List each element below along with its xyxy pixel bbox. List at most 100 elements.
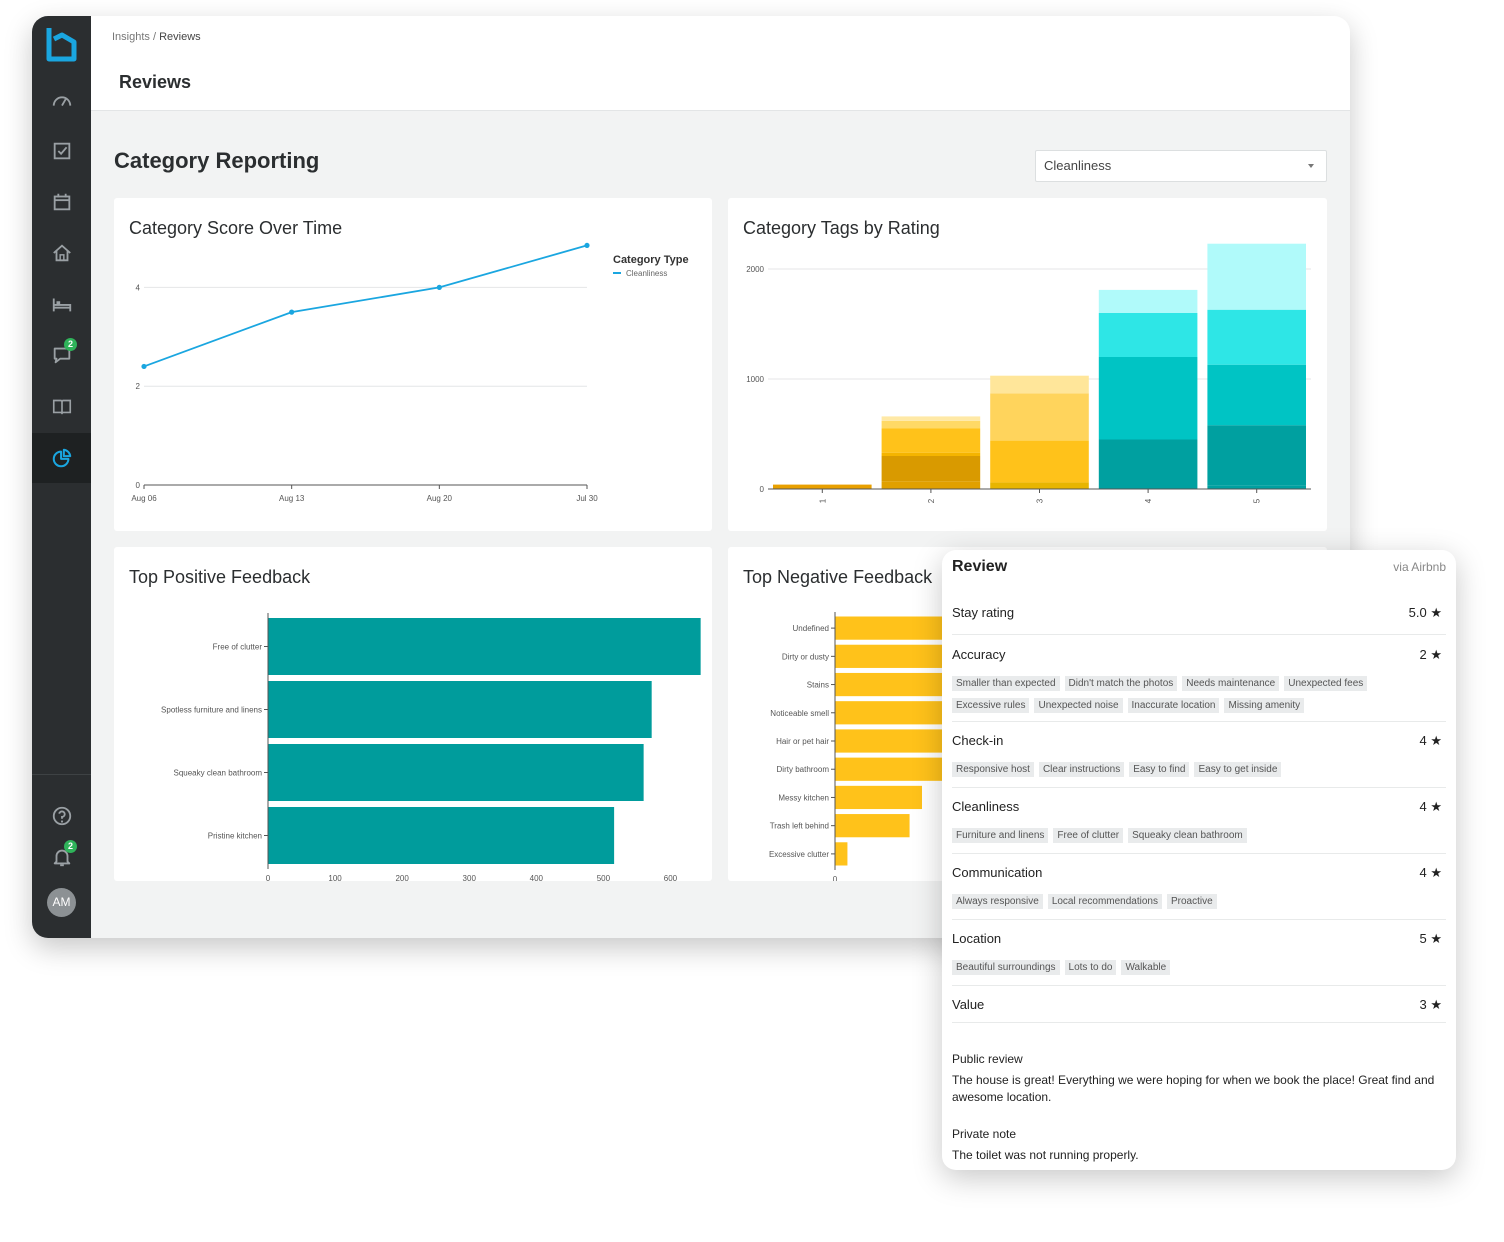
category-score: 5 ★ [1419,931,1443,946]
bar-segment [1098,483,1198,489]
category-row-accuracy: Accuracy 2 ★ [952,647,1442,662]
calendar-icon[interactable] [32,177,91,227]
tag: Beautiful surroundings [952,960,1060,975]
bar-segment [881,481,981,489]
stay-rating-label: Stay rating [952,605,1015,620]
y-tick-label: 4 [136,283,141,292]
tag: Easy to get inside [1194,762,1282,777]
bar-segment [1207,485,1306,489]
tag: Proactive [1166,894,1217,909]
tag: Needs maintenance [1182,676,1280,691]
bar [268,681,652,738]
x-tick-label: 200 [395,874,409,881]
bed-icon[interactable] [32,279,91,329]
bar-segment [1098,289,1198,313]
page-title: Reviews [119,72,192,92]
help-icon[interactable] [32,791,91,841]
bar-segment [1098,357,1198,440]
y-tick-label: 0 [136,481,141,490]
tasks-checkbox-icon[interactable] [32,126,91,176]
category-score: 2 ★ [1419,647,1443,662]
x-tick-label: 2 [927,498,936,503]
bar-segment [881,452,981,456]
x-tick-label: 400 [530,874,544,881]
category-row-value: Value 3 ★ [952,997,1442,1012]
tag: Didn't match the photos [1064,676,1178,691]
insights-pie-icon[interactable] [32,433,91,483]
category-label: Value [952,997,985,1012]
bar [268,618,701,675]
category-score: 4 ★ [1419,799,1443,814]
tag-list: Beautiful surroundings Lots to do Walkable [952,960,1446,982]
avatar[interactable]: AM [47,888,76,917]
bar-segment [773,484,872,489]
section-title: Category Reporting [114,148,320,173]
bar-segment [1098,313,1198,357]
y-tick-label: Spotless furniture and linens [161,706,262,715]
y-tick-label: 1000 [746,375,764,384]
tag: Unexpected noise [1034,698,1123,713]
public-review-text: The house is great! Everything we were h… [952,1073,1435,1104]
tag: Smaller than expected [952,676,1060,691]
category-score: 3 ★ [1419,997,1443,1012]
breadcrumb: Insights / Reviews [112,31,201,43]
score-chart: 0 2 4 Aug 06 Aug 13 Aug 20 Jul 30 Category Type… [131,242,689,503]
logo[interactable] [44,26,78,62]
tag-list: Responsive host Clear instructions Easy to… [952,762,1446,784]
bar-segment [881,456,981,482]
notifications-bell-icon[interactable]: 2 [32,832,91,882]
divider [952,853,1446,854]
tags-chart-title: Category Tags by Rating [743,218,940,238]
stay-rating-row: Stay rating 5.0 ★ [952,605,1442,620]
dashboard-gauge-icon[interactable] [32,76,91,126]
category-score: 4 ★ [1419,865,1443,880]
stay-rating-score: 5.0 ★ [1408,605,1442,620]
tag-list: Always responsive Local recommendations Pr… [952,894,1446,916]
bar [835,672,973,697]
tag: Walkable [1121,960,1171,975]
category-label: Communication [952,865,1043,880]
x-tick-label: 1 [818,498,827,503]
y-tick-label: Excessive clutter [769,850,829,859]
category-select-value: Cleanliness [1044,158,1112,173]
bar [835,785,922,810]
bar-segment [881,420,981,429]
series-line [143,244,588,368]
tag: Furniture and linens [952,828,1049,843]
x-tick-label: 0 [833,875,838,881]
category-label: Accuracy [952,647,1006,662]
category-label: Cleanliness [952,799,1020,814]
messages-icon[interactable]: 2 [32,330,91,380]
x-tick-label: Jul 30 [576,494,598,503]
private-note-label: Private note [952,1127,1017,1141]
positive-chart: Free of clutter Spotless furniture and li… [161,613,701,881]
divider [952,634,1446,635]
y-tick-label: Squeaky clean bathroom [174,769,263,778]
bar-segment [1207,425,1306,486]
x-tick-label: Aug 13 [279,494,305,503]
public-review-label: Public review [952,1052,1023,1066]
y-tick-label: Noticeable smell [770,709,829,718]
category-select[interactable]: Cleanliness [1035,150,1327,182]
divider [952,1022,1446,1023]
legend-title: Category Type [613,254,689,266]
bar [268,807,615,864]
y-tick-label: Dirty bathroom [777,765,830,774]
positive-chart-title: Top Positive Feedback [129,567,311,587]
category-row-cleanliness: Cleanliness 4 ★ [952,799,1442,814]
breadcrumb-parent[interactable]: Insights [112,31,150,43]
data-point [289,309,295,315]
bar [835,644,973,668]
y-tick-label: Trash left behind [770,822,829,831]
topbar: Insights / Reviews Reviews [91,16,1350,111]
guidebook-icon[interactable] [32,381,91,431]
home-icon[interactable] [32,228,91,278]
category-row-location: Location 5 ★ [952,931,1442,946]
bar-segment [990,393,1089,441]
review-title: Review [952,558,1008,575]
x-tick-label: 3 [1036,498,1045,503]
y-tick-label: 0 [760,485,765,494]
bar-segment [990,375,1089,394]
tag: Unexpected fees [1284,676,1368,691]
bar-segment [1207,309,1306,365]
